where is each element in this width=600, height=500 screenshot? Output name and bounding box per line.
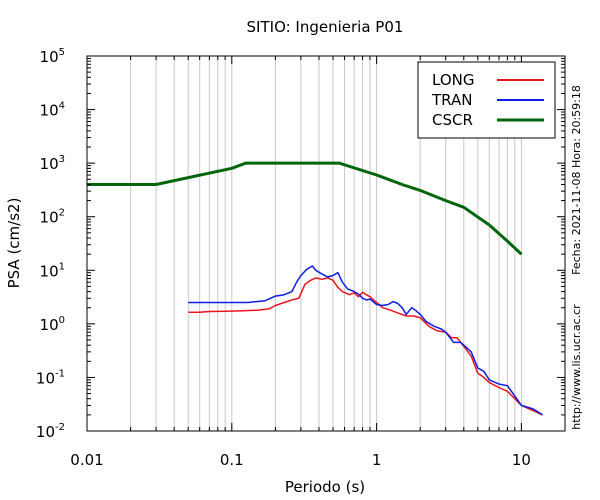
x-tick-label: 0.1 — [220, 451, 244, 469]
y-axis-label: PSA (cm/s2) — [5, 198, 23, 289]
axis-ticks — [86, 55, 566, 432]
chart-title: SITIO: Ingenieria P01 — [247, 18, 404, 36]
y-tick-labels: 10-2 10-1 100 101 102 103 104 105 — [36, 47, 65, 441]
y-tick-label: 103 — [40, 154, 65, 173]
y-tick-label: 100 — [40, 315, 65, 334]
source-url-label: http://www.lis.ucr.ac.cr — [570, 304, 583, 430]
y-tick-label: 101 — [40, 261, 65, 280]
legend: LONG TRAN CSCR — [417, 61, 556, 139]
y-tick-label: 104 — [40, 101, 65, 120]
y-tick-label: 105 — [40, 47, 65, 66]
timestamp-label: Fecha: 2021-11-08 Hora: 20:59:18 — [570, 85, 583, 275]
legend-label-tran: TRAN — [431, 91, 472, 109]
x-tick-label: 10 — [512, 451, 531, 469]
legend-label-cscr: CSCR — [432, 111, 473, 129]
x-axis-label: Periodo (s) — [285, 478, 365, 496]
y-tick-label: 10-1 — [36, 368, 65, 387]
y-tick-label: 10-2 — [36, 422, 65, 441]
plot-frame — [86, 55, 566, 432]
series-line-long — [188, 277, 543, 416]
x-tick-label: 0.01 — [70, 451, 103, 469]
x-tick-labels: 0.01 0.1 1 10 — [70, 451, 531, 469]
series-line-tran — [188, 265, 543, 416]
series-lines — [87, 161, 543, 416]
series-line-cscr — [87, 161, 523, 256]
y-tick-label: 102 — [40, 208, 65, 227]
x-tick-label: 1 — [372, 451, 382, 469]
legend-label-long: LONG — [432, 71, 474, 89]
